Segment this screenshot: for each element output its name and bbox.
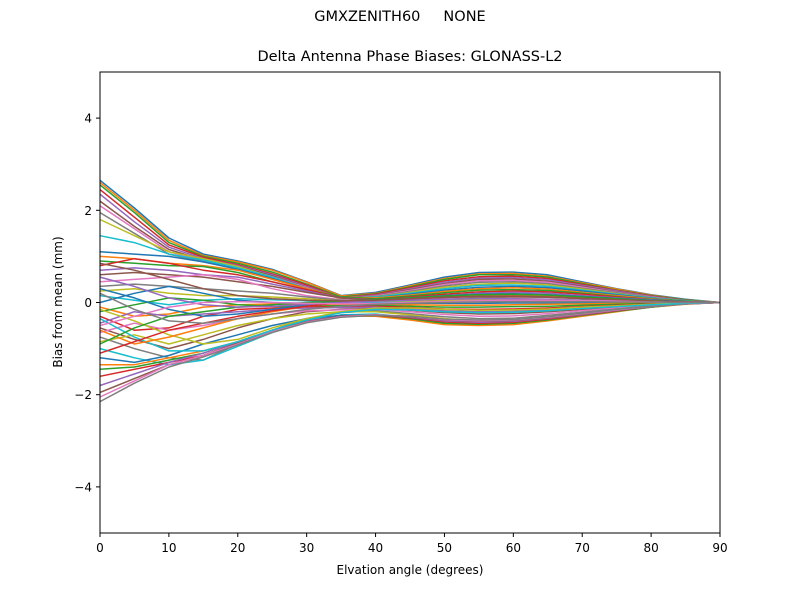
x-tick-label: 10 xyxy=(161,541,176,555)
y-axis-label: Bias from mean (mm) xyxy=(51,236,65,367)
x-tick-label: 50 xyxy=(437,541,452,555)
x-tick-label: 0 xyxy=(96,541,104,555)
series-line xyxy=(99,255,721,304)
series-line xyxy=(99,251,721,304)
series-line xyxy=(99,262,721,304)
series-line xyxy=(99,297,721,313)
series-line xyxy=(99,257,721,304)
x-axis: 0 10 20 30 40 50 60 70 80 90 xyxy=(96,533,728,555)
series-lines xyxy=(99,179,721,403)
chart-title: Delta Antenna Phase Biases: GLONASS-L2 xyxy=(257,49,563,65)
series-line xyxy=(99,301,721,345)
series-line xyxy=(99,182,721,304)
series-line xyxy=(99,301,721,352)
series-line xyxy=(99,293,721,345)
series-line xyxy=(99,179,721,304)
x-tick-label: 80 xyxy=(643,541,658,555)
y-axis: −4 −2 0 2 4 xyxy=(74,112,100,494)
y-tick-label: −2 xyxy=(74,388,92,402)
x-tick-label: 90 xyxy=(712,541,727,555)
series-line xyxy=(99,301,720,318)
x-tick-label: 60 xyxy=(506,541,521,555)
series-line xyxy=(99,292,720,324)
x-tick-label: 20 xyxy=(230,541,245,555)
y-tick-label: −4 xyxy=(74,480,92,494)
x-tick-label: 30 xyxy=(299,541,314,555)
y-tick-label: 4 xyxy=(84,112,92,126)
series-line xyxy=(99,301,721,403)
x-tick-label: 40 xyxy=(368,541,383,555)
series-line xyxy=(99,299,720,327)
y-tick-label: 2 xyxy=(84,204,92,218)
x-axis-label: Elvation angle (degrees) xyxy=(337,563,484,577)
figure-suptitle: GMXZENITH60 NONE xyxy=(314,9,486,25)
y-tick-label: 0 xyxy=(84,296,92,310)
series-line xyxy=(99,301,721,334)
x-tick-label: 70 xyxy=(575,541,590,555)
